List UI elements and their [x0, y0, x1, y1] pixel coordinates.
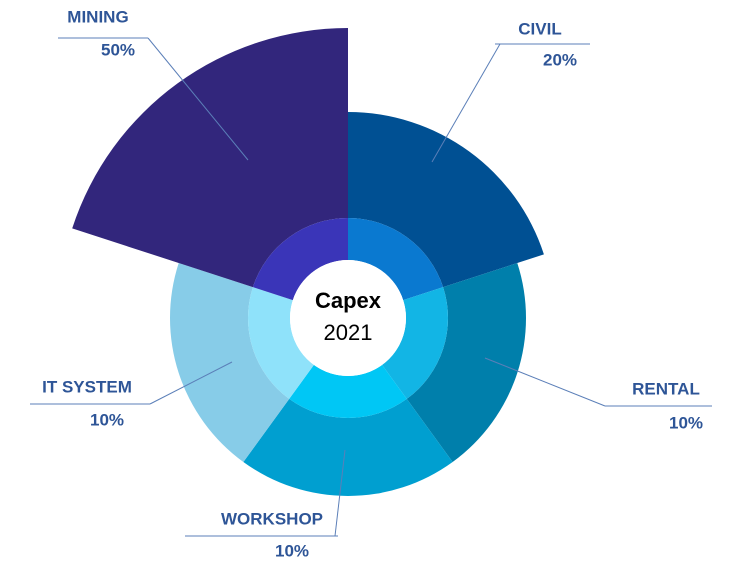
wedges [72, 28, 544, 497]
value-label: 50% [101, 40, 135, 59]
wedge [348, 112, 544, 288]
wedge [72, 28, 349, 288]
center-hole [290, 260, 406, 376]
inner-wedge [382, 287, 448, 399]
inner-wedge [252, 218, 348, 301]
inner-wedge [289, 364, 407, 419]
leader-line [431, 43, 501, 163]
value-label: 10% [90, 410, 124, 429]
wedge [243, 398, 453, 497]
leader-line [147, 37, 249, 161]
leader-line [484, 357, 606, 407]
category-label: IT SYSTEM [42, 377, 132, 396]
category-label: MINING [67, 7, 128, 26]
category-label: RENTAL [632, 379, 700, 398]
inner-wedge [247, 287, 314, 399]
wedge [406, 262, 526, 463]
category-label: WORKSHOP [221, 509, 323, 528]
inner-wedge [348, 218, 444, 301]
value-label: 10% [275, 541, 309, 560]
value-label: 10% [669, 413, 703, 432]
value-label: 20% [543, 50, 577, 69]
leader-line [334, 449, 346, 537]
wedge [170, 262, 290, 463]
leader-line [149, 361, 233, 405]
category-label: CIVIL [518, 19, 561, 38]
center-title: Capex [315, 288, 382, 313]
center-subtitle: 2021 [324, 320, 373, 345]
